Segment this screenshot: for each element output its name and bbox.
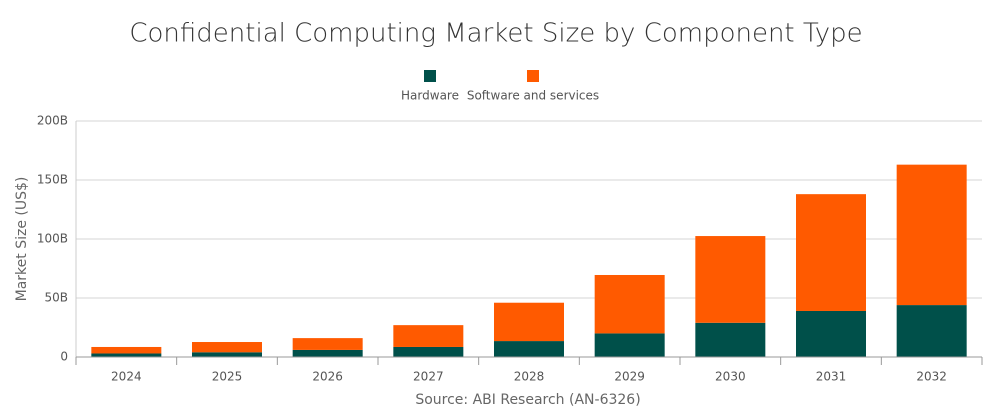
bar-segment [91, 346, 162, 354]
bar-segment [192, 352, 262, 357]
x-tick-label: 2027 [413, 370, 444, 384]
legend-label: Software and services [467, 89, 599, 103]
x-tick-label: 2029 [614, 370, 645, 384]
y-tick-label: 200B [37, 114, 68, 128]
legend-label: Hardware [401, 89, 459, 103]
y-tick-label: 50B [44, 291, 68, 305]
y-tick-label: 150B [37, 173, 68, 187]
bar-segment [393, 346, 464, 357]
y-axis-title: Market Size (US$) [14, 177, 30, 302]
legend-swatch [424, 70, 436, 82]
bar-segment [695, 236, 766, 323]
bar-segment [91, 353, 162, 357]
x-tick-label: 2030 [715, 370, 746, 384]
bar-segment [896, 164, 967, 306]
x-tick-label: 2026 [312, 370, 343, 384]
bar-segment [494, 302, 564, 342]
y-tick-label: 100B [37, 232, 68, 246]
x-tick-label: 2031 [816, 370, 847, 384]
chart-title: Confidential Computing Market Size by Co… [129, 19, 862, 49]
x-tick-label: 2028 [514, 370, 545, 384]
bar-segment [393, 325, 464, 347]
x-tick-label: 2032 [916, 370, 947, 384]
bar-segment [292, 338, 363, 350]
bar-segment [796, 310, 866, 357]
bar-segment [896, 305, 967, 357]
bar-segment [594, 274, 665, 334]
y-tick-label: 0 [60, 350, 68, 364]
legend-swatch [527, 70, 539, 82]
bar-segment [494, 341, 564, 357]
bar-segment [594, 333, 665, 357]
bar-segment [192, 342, 262, 353]
x-tick-label: 2025 [212, 370, 243, 384]
bar-segment [292, 349, 363, 357]
bar-segment [695, 322, 766, 357]
source: Source: ABI Research (AN-6326) [415, 392, 640, 408]
x-tick-label: 2024 [111, 370, 142, 384]
bar-segment [796, 194, 866, 311]
